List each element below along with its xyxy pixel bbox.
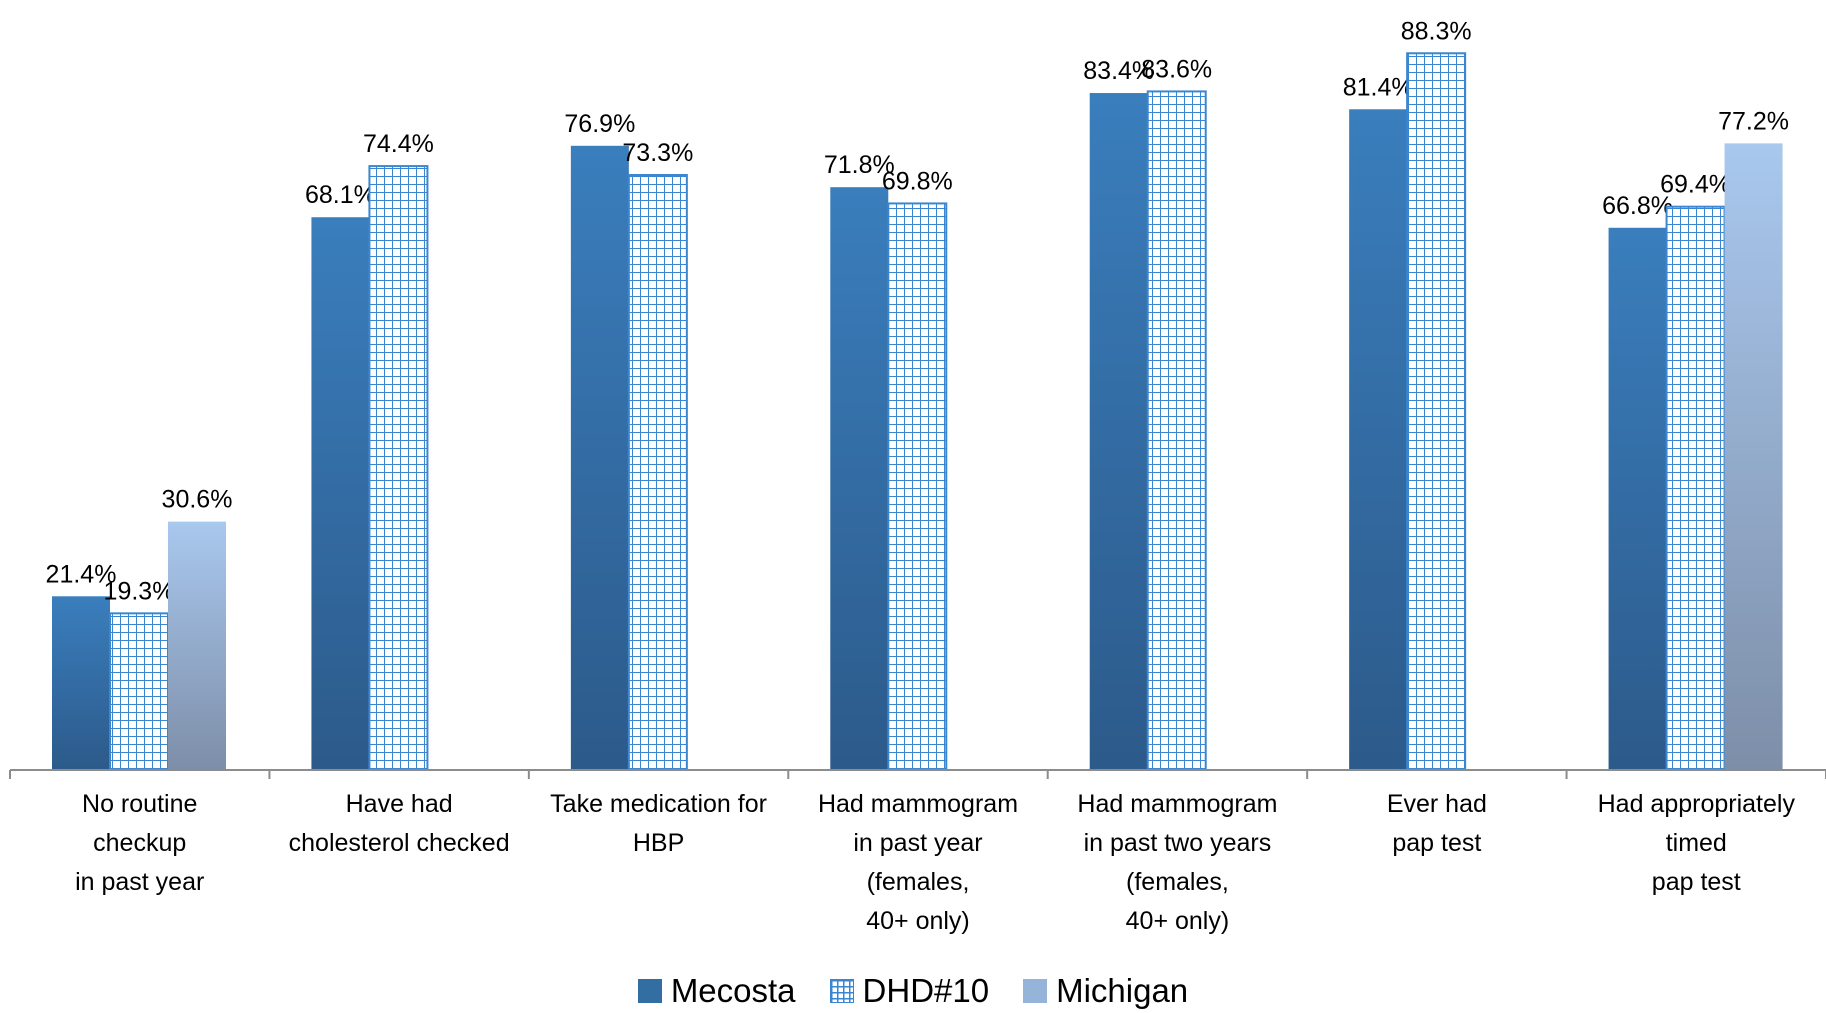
- bar-dhd10-5: [1406, 52, 1467, 771]
- x-tick-label-0: No routine checkup in past year: [75, 790, 204, 896]
- bar-dhd10-6: [1665, 205, 1726, 772]
- bar-mecosta-0: [52, 596, 110, 770]
- legend-swatch-michigan: [1023, 978, 1048, 1003]
- bar-dhd10-1: [368, 165, 429, 771]
- data-label-dhd10-5: 88.3%: [1401, 17, 1472, 45]
- x-tick-label-6: Had appropriately timed pap test: [1598, 790, 1796, 896]
- chart-legend: Mecosta DHD#10 Michigan: [0, 968, 1826, 1013]
- bar-dhd10-0: [109, 612, 169, 772]
- legend-item-michigan: Michigan: [1023, 972, 1188, 1010]
- bar-mecosta-1: [311, 217, 370, 770]
- data-label-dhd10-3: 69.8%: [882, 167, 953, 195]
- bar-michigan-0: [168, 521, 226, 770]
- x-tick-label-5: Ever had pap test: [1387, 790, 1487, 857]
- legend-label-dhd10: DHD#10: [862, 971, 990, 1009]
- legend-label-michigan: Michigan: [1056, 971, 1189, 1009]
- data-label-michigan-0: 30.6%: [162, 486, 233, 514]
- data-label-dhd10-0: 19.3%: [104, 577, 175, 605]
- data-label-mecosta-1: 68.1%: [305, 181, 376, 209]
- data-label-mecosta-6: 66.8%: [1602, 192, 1673, 220]
- data-label-mecosta-0: 21.4%: [46, 560, 117, 588]
- bar-mecosta-3: [830, 187, 889, 770]
- x-tick-label-2: Take medication for HBP: [550, 790, 767, 857]
- data-label-mecosta-5: 81.4%: [1343, 73, 1414, 101]
- x-tick-label-4: Had mammogram in past two years (females, 4…: [1077, 790, 1277, 935]
- data-label-dhd10-6: 69.4%: [1660, 171, 1731, 199]
- legend-item-mecosta: Mecosta: [637, 971, 796, 1010]
- bar-mecosta-2: [570, 145, 629, 770]
- bar-chart-plot: 21.4%19.3% 30.6% 68.1% 74.4% 76.9%73.3% 71.8%…: [9, 17, 1826, 935]
- data-label-dhd10-2: 73.3%: [622, 139, 693, 167]
- bar-dhd10-2: [627, 174, 688, 771]
- data-label-mecosta-4: 83.4%: [1083, 57, 1154, 85]
- bar-mecosta-5: [1349, 109, 1408, 771]
- x-tick-label-3: Had mammogram in past year (females, 40+ on…: [818, 790, 1018, 935]
- bar-mecosta-4: [1089, 93, 1148, 771]
- data-label-dhd10-1: 74.4%: [363, 130, 434, 158]
- data-label-dhd10-4: 83.6%: [1141, 55, 1212, 83]
- legend-swatch-dhd10: [829, 978, 854, 1003]
- data-label-mecosta-2: 76.9%: [564, 110, 635, 138]
- bar-michigan-6: [1724, 143, 1783, 770]
- bar-dhd10-4: [1146, 90, 1207, 771]
- bar-dhd10-3: [887, 202, 948, 771]
- legend-item-dhd10: DHD#10: [829, 971, 990, 1010]
- legend-swatch-mecosta: [637, 978, 662, 1003]
- x-tick-label-1: Have had cholesterol checked: [289, 790, 510, 857]
- legend-label-mecosta: Mecosta: [670, 971, 796, 1009]
- data-label-mecosta-3: 71.8%: [824, 151, 895, 179]
- bar-mecosta-6: [1608, 227, 1667, 770]
- data-label-michigan-6: 77.2%: [1718, 107, 1789, 135]
